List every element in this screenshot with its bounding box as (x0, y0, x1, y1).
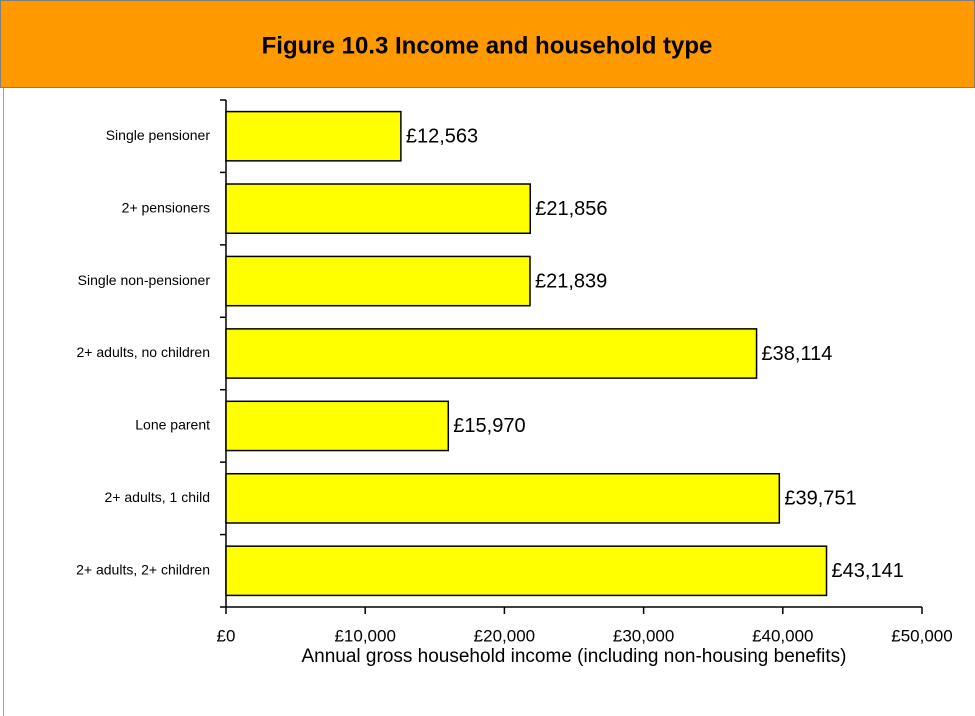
bar (225, 400, 450, 452)
x-tick-label: £20,000 (474, 626, 535, 645)
chart-title: Figure 10.3 Income and household type (262, 32, 713, 59)
value-label: £21,839 (535, 270, 607, 292)
bar (225, 472, 781, 524)
y-tick-label: 2+ adults, 1 child (105, 489, 210, 505)
header-band (0, 0, 975, 88)
x-axis-label: Annual gross household income (including… (301, 646, 846, 667)
x-tick-label: £0 (217, 626, 236, 645)
bar (225, 328, 758, 379)
value-label: £38,114 (762, 343, 833, 365)
value-label: £12,563 (406, 125, 478, 147)
x-tick-label: £40,000 (752, 626, 813, 645)
y-tick-label: Single pensioner (106, 127, 211, 143)
y-tick-label: 2+ adults, 2+ children (76, 561, 210, 577)
bar (225, 183, 531, 235)
y-tick-label: 2+ pensioners (122, 199, 210, 215)
value-label: £39,751 (784, 488, 856, 510)
value-label: £43,141 (832, 560, 904, 582)
value-label: £15,970 (453, 415, 525, 437)
x-tick-label: £30,000 (613, 626, 674, 645)
y-tick-label: 2+ adults, no children (77, 344, 210, 360)
bar (225, 110, 402, 162)
x-tick-label: £50,000 (891, 626, 952, 645)
y-tick-label: Lone parent (135, 417, 210, 433)
x-tick-label: £10,000 (334, 626, 395, 645)
y-tick-label: Single non-pensioner (78, 272, 211, 288)
bar (225, 255, 531, 307)
bar (225, 545, 828, 597)
value-label: £21,856 (535, 198, 607, 220)
